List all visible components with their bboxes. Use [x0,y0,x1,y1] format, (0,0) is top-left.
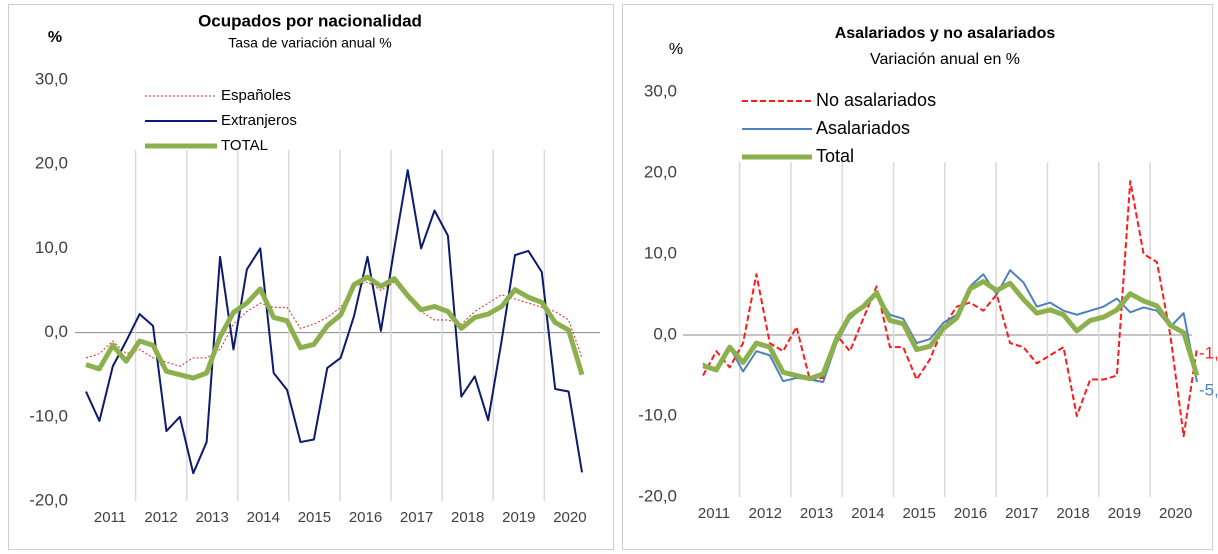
x-tick-label: 2016 [954,505,987,522]
chart-title: Ocupados por nacionalidad [198,11,422,30]
data-line [702,180,1198,438]
x-tick-label: 2015 [903,505,936,522]
legend-label: Total [816,146,854,166]
x-tick-label: 2015 [298,509,331,526]
y-tick-label: 30,0 [35,69,68,88]
x-tick-label: 2016 [349,509,382,526]
y-tick-label: 10,0 [35,238,68,257]
end-label: -1,6 [1199,343,1218,362]
data-line [85,281,583,367]
legend-label: No asalariados [816,90,936,110]
legend-label: Españoles [221,87,291,104]
y-tick-label: 20,0 [35,154,68,173]
x-tick-label: 2019 [502,509,535,526]
x-tick-label: 2014 [851,505,884,522]
x-tick-label: 2020 [553,509,586,526]
y-tick-label: 10,0 [644,243,677,262]
y-tick-label: -20,0 [638,486,677,505]
x-tick-label: 2017 [400,509,433,526]
x-tick-label: 2013 [800,505,833,522]
x-tick-label: 2019 [1108,505,1141,522]
x-tick-label: 2011 [94,509,126,526]
panel-frame [622,4,1213,550]
chart-title: Asalariados y no asalariados [835,25,1056,42]
legend-label: Extranjeros [221,112,297,129]
data-line [702,269,1198,383]
y-axis-label: % [669,41,683,58]
chart-subtitle: Tasa de variación anual % [228,35,391,51]
y-tick-label: 30,0 [644,81,677,100]
data-line [85,274,585,381]
y-axis-label: % [48,29,62,46]
y-tick-label: -10,0 [638,405,677,424]
y-tick-label: -10,0 [29,406,68,425]
legend-label: TOTAL [221,137,268,154]
y-tick-label: -20,0 [29,490,68,509]
end-label: -5,8 [1199,380,1218,399]
x-tick-label: 2011 [698,505,730,522]
panel-frame [8,4,614,550]
x-tick-label: 2013 [196,509,229,526]
x-tick-label: 2018 [451,509,484,526]
y-tick-label: 20,0 [644,162,677,181]
x-tick-label: 2012 [749,505,782,522]
legend-label: Asalariados [816,118,910,138]
chart-subtitle: Variación anual en % [870,51,1020,68]
x-tick-label: 2020 [1159,505,1192,522]
data-line [702,279,1200,382]
x-tick-label: 2018 [1056,505,1089,522]
y-tick-label: 0,0 [653,324,677,343]
data-line [85,169,583,475]
x-tick-label: 2012 [144,509,177,526]
y-tick-label: 0,0 [44,322,68,341]
x-tick-label: 2017 [1005,505,1038,522]
x-tick-label: 2014 [247,509,280,526]
